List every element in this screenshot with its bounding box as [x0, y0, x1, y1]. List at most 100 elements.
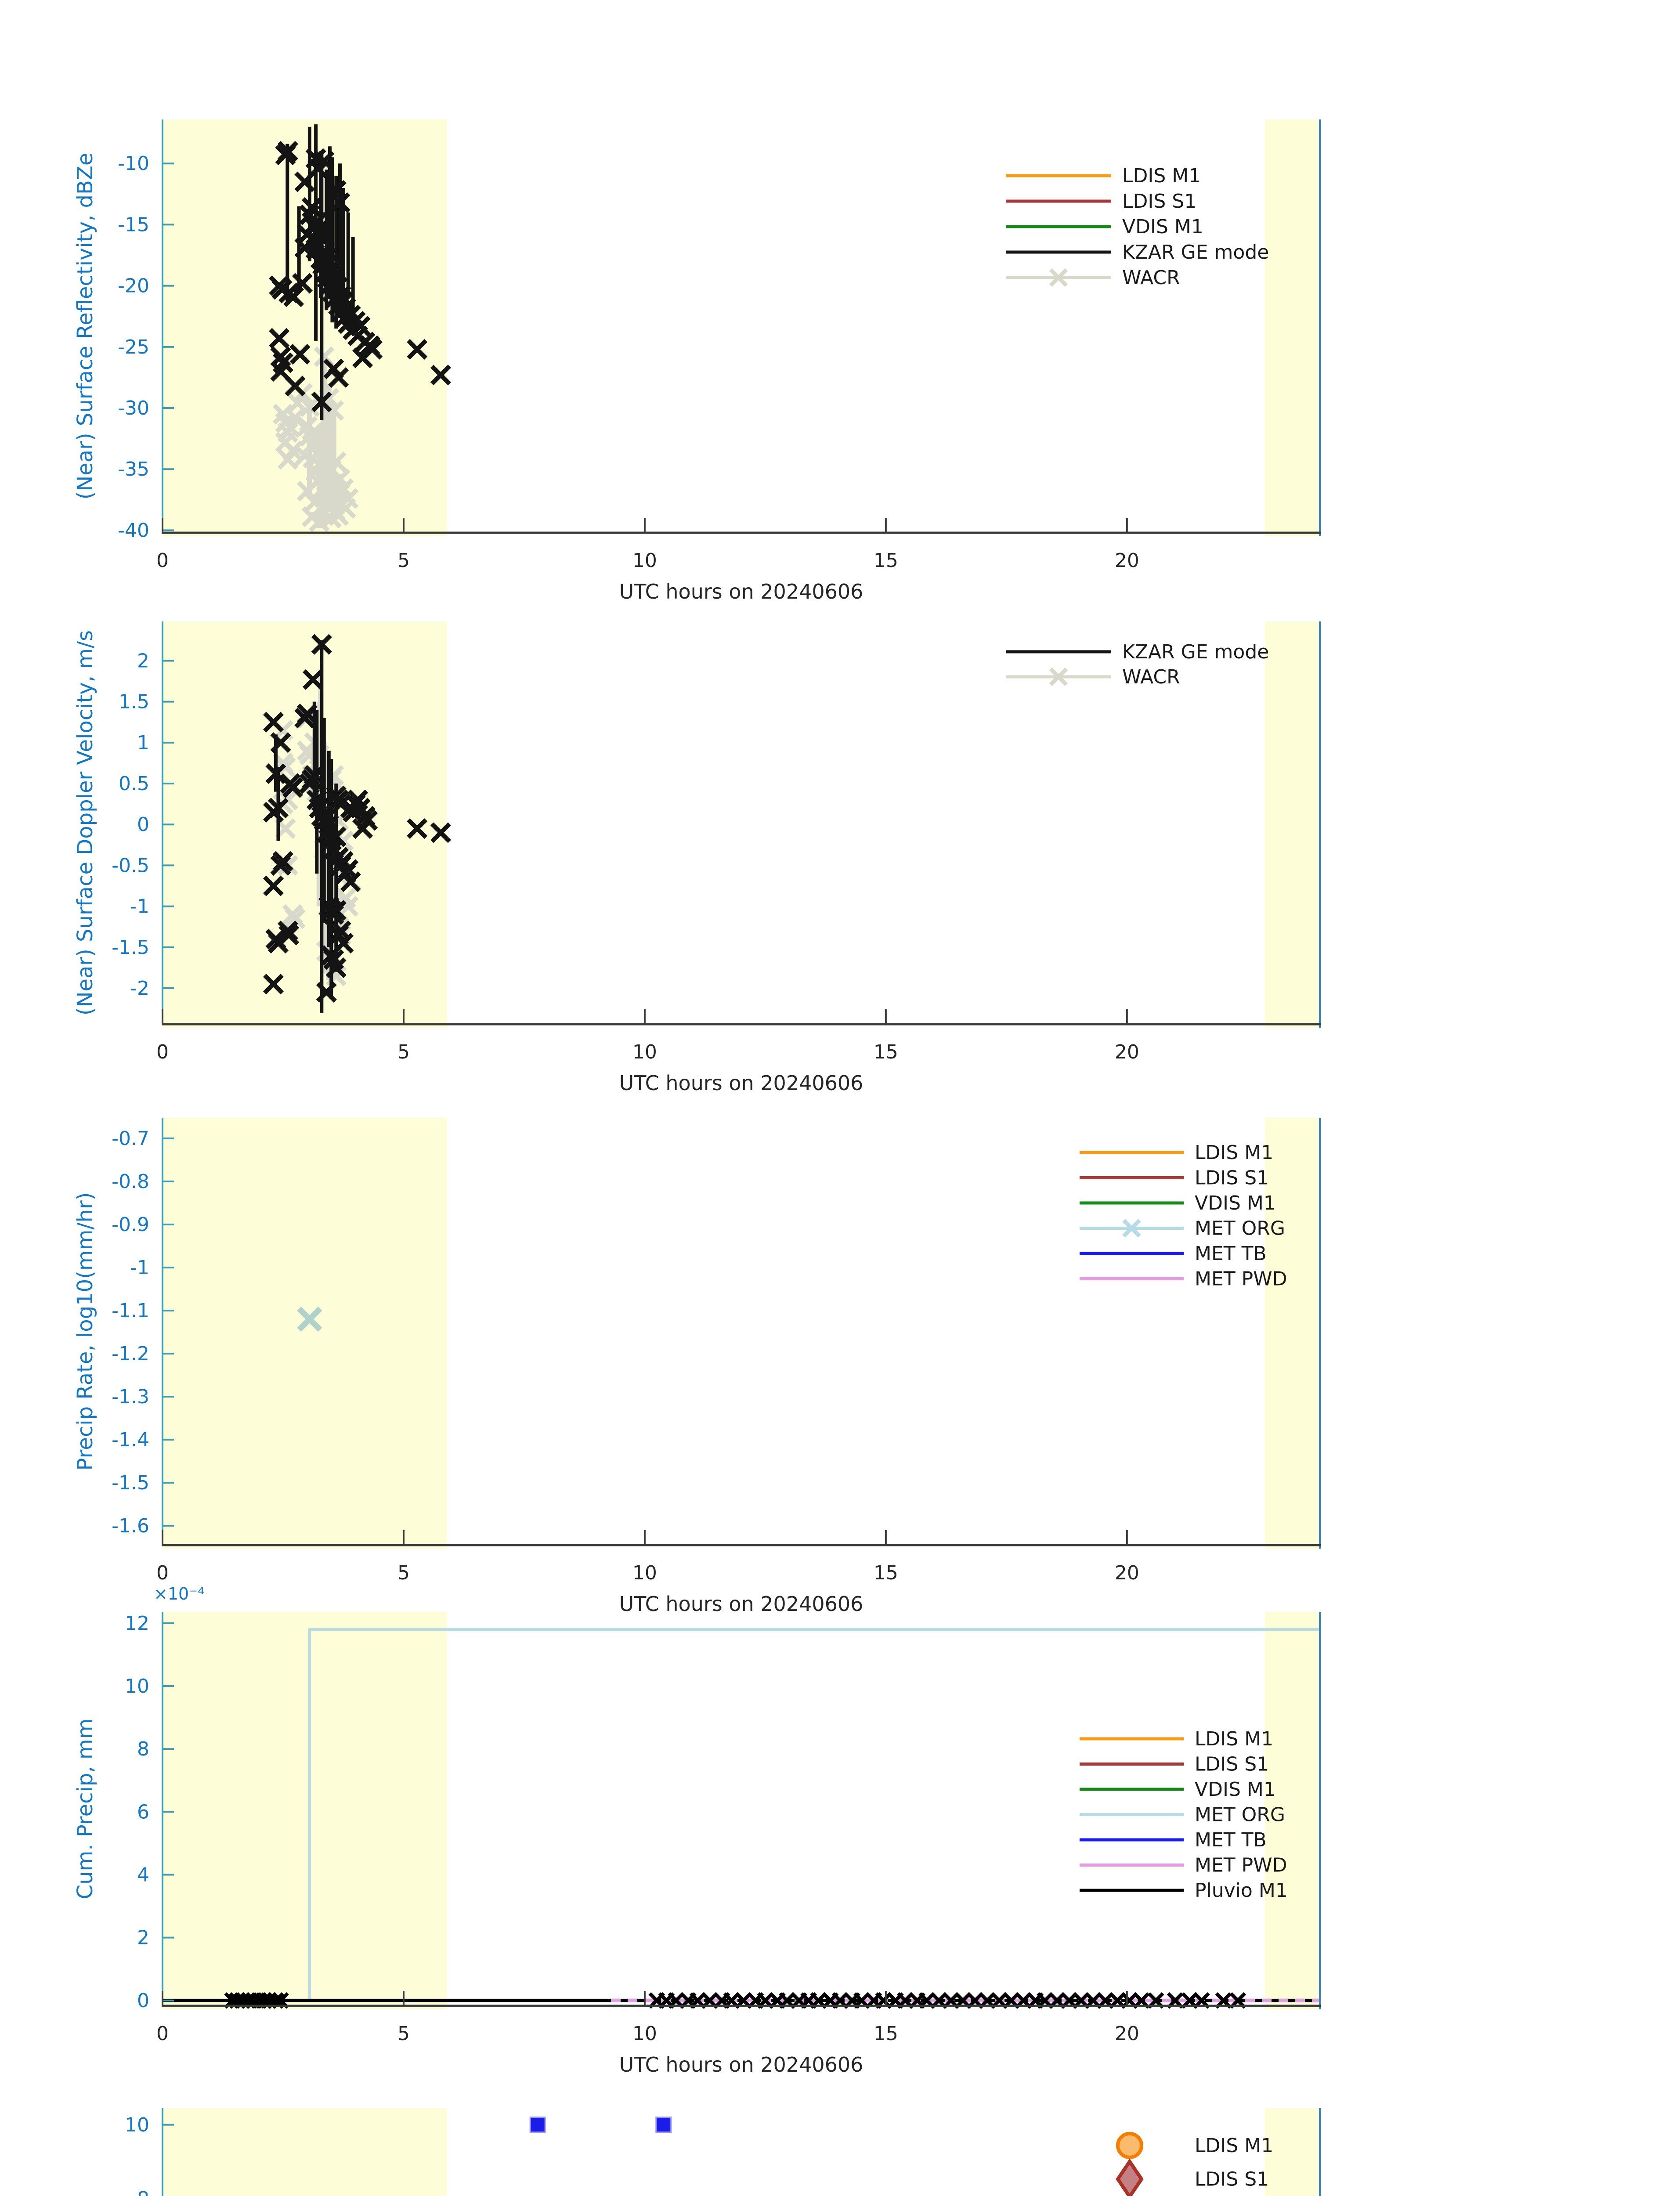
x-marker	[304, 491, 325, 513]
y-tick-label: -15	[118, 213, 149, 236]
x-marker	[325, 957, 347, 978]
x-marker	[338, 896, 359, 917]
y-tick-label: 4	[137, 1864, 149, 1886]
x-marker	[407, 339, 428, 360]
y-tick-label: -30	[118, 397, 149, 419]
x-tick-label: 10	[632, 1041, 657, 1063]
x-marker	[316, 247, 337, 268]
legend-item: VDIS M1	[1080, 1192, 1276, 1214]
x-axis-label: UTC hours on 20240606	[619, 1592, 863, 1616]
x-marker	[323, 265, 344, 286]
x-marker	[318, 253, 340, 274]
legend-item: KZAR GE mode	[1006, 641, 1269, 663]
legend-label: LDIS S1	[1195, 2168, 1269, 2191]
x-marker	[289, 343, 311, 365]
x-axis-label: UTC hours on 20240606	[619, 2053, 863, 2077]
legend-label: LDIS M1	[1122, 165, 1201, 187]
legend-item: MET ORG	[1080, 1804, 1285, 1826]
series-kzar-ge-mode	[263, 634, 452, 1003]
y-tick-label: 8	[137, 1738, 149, 1760]
x-tick-label: 5	[397, 2023, 410, 2045]
legend-diamond-marker	[1116, 2158, 1144, 2196]
x-marker	[263, 712, 284, 733]
x-marker	[304, 421, 325, 442]
x-tick-label: 20	[1115, 2023, 1139, 2045]
panel-3: -0.7 -0.8 -0.9 -1 -1.1 -1.2 -1.3 -1.4 -1.5 -1.6 0 5…	[73, 1118, 1321, 1616]
legend-label: WACR	[1122, 666, 1180, 688]
x-marker	[292, 273, 313, 294]
legend-item: WACR	[1006, 267, 1180, 289]
x-tick-label: 10	[632, 1562, 657, 1584]
y-tick-label: -0.9	[112, 1214, 149, 1236]
x-marker	[283, 286, 304, 307]
y-tick-label: 0	[137, 1990, 149, 2012]
x-marker	[285, 376, 306, 397]
y-tick-label: -0.8	[112, 1170, 149, 1193]
y-axis-multiplier: ×10⁻⁴	[154, 1584, 204, 1604]
legend-x-marker	[1122, 1219, 1141, 1238]
y-tick-label: 0	[137, 813, 149, 836]
legend-label: MET PWD	[1195, 1268, 1287, 1290]
legend-label: LDIS M1	[1195, 2135, 1273, 2157]
legend-item: Pluvio M1	[1080, 1879, 1288, 1902]
y-axis-label: (Near) Surface Doppler Velocity, m/s	[73, 630, 98, 1015]
legend-label: MET PWD	[1195, 1854, 1287, 1877]
y-tick-label: 2	[137, 650, 149, 672]
y-tick-label: -20	[118, 275, 149, 297]
x-tick-label: 20	[1115, 1562, 1139, 1584]
legend-label: MET ORG	[1195, 1804, 1285, 1826]
legend-label: WACR	[1122, 267, 1180, 289]
legend-label: LDIS M1	[1195, 1141, 1273, 1164]
y-tick-label: 6	[137, 1801, 149, 1823]
shaded-region	[1265, 2108, 1320, 2196]
x-marker	[328, 367, 349, 388]
y-axis-label: Precip Rate, log10(mm/hr)	[73, 1192, 98, 1471]
legend-item: LDIS M1	[1080, 1728, 1273, 1750]
x-tick-label: 5	[397, 1562, 410, 1584]
legend-circle-marker	[1116, 2132, 1143, 2159]
y-tick-label: -1.6	[112, 1515, 149, 1537]
x-marker	[277, 920, 298, 942]
shaded-region	[1265, 119, 1320, 536]
x-marker	[311, 391, 332, 412]
square-marker	[655, 2117, 672, 2133]
x-marker	[430, 365, 452, 386]
y-tick-label: -1.2	[112, 1343, 149, 1365]
legend-item: WACR	[1006, 666, 1180, 688]
legend-item: LDIS S1	[1116, 2158, 1269, 2196]
x-marker	[325, 826, 347, 847]
x-marker	[340, 871, 361, 892]
x-marker	[263, 875, 284, 896]
x-tick-label: 0	[156, 1041, 169, 1063]
x-marker	[325, 451, 347, 473]
legend-item: LDIS M1	[1080, 1141, 1273, 1164]
y-tick-label: -1.1	[112, 1300, 149, 1322]
y-tick-label: 8	[137, 2188, 149, 2196]
x-marker	[269, 328, 290, 349]
y-tick-label: 2	[137, 1927, 149, 1949]
y-tick-label: -10	[118, 152, 149, 175]
x-marker	[265, 763, 286, 784]
legend-label: VDIS M1	[1122, 216, 1203, 238]
legend-item: MET PWD	[1080, 1268, 1287, 1290]
shaded-region	[1265, 1612, 1320, 2009]
y-tick-label: -25	[118, 336, 149, 358]
shaded-region	[163, 2108, 447, 2196]
x-marker	[263, 974, 284, 995]
shaded-region	[163, 1118, 447, 1549]
x-marker	[311, 634, 332, 655]
x-tick-label: 0	[156, 2023, 169, 2045]
legend-label: KZAR GE mode	[1122, 241, 1269, 264]
x-tick-label: 15	[874, 1041, 898, 1063]
y-tick-label: -1.4	[112, 1429, 149, 1451]
series-met-pwd	[529, 2117, 672, 2133]
panel-4: 0 2 4 6 8 10 12 0 5 10 15 20 Cum. Precip, mm UTC hour…	[73, 1584, 1321, 2077]
x-marker	[277, 449, 298, 470]
x-marker	[407, 818, 428, 839]
x-marker	[329, 192, 350, 213]
legend-label: Pluvio M1	[1195, 1879, 1288, 1902]
x-marker	[282, 777, 303, 798]
legend-item: MET TB	[1080, 1242, 1267, 1265]
x-marker	[325, 900, 347, 921]
